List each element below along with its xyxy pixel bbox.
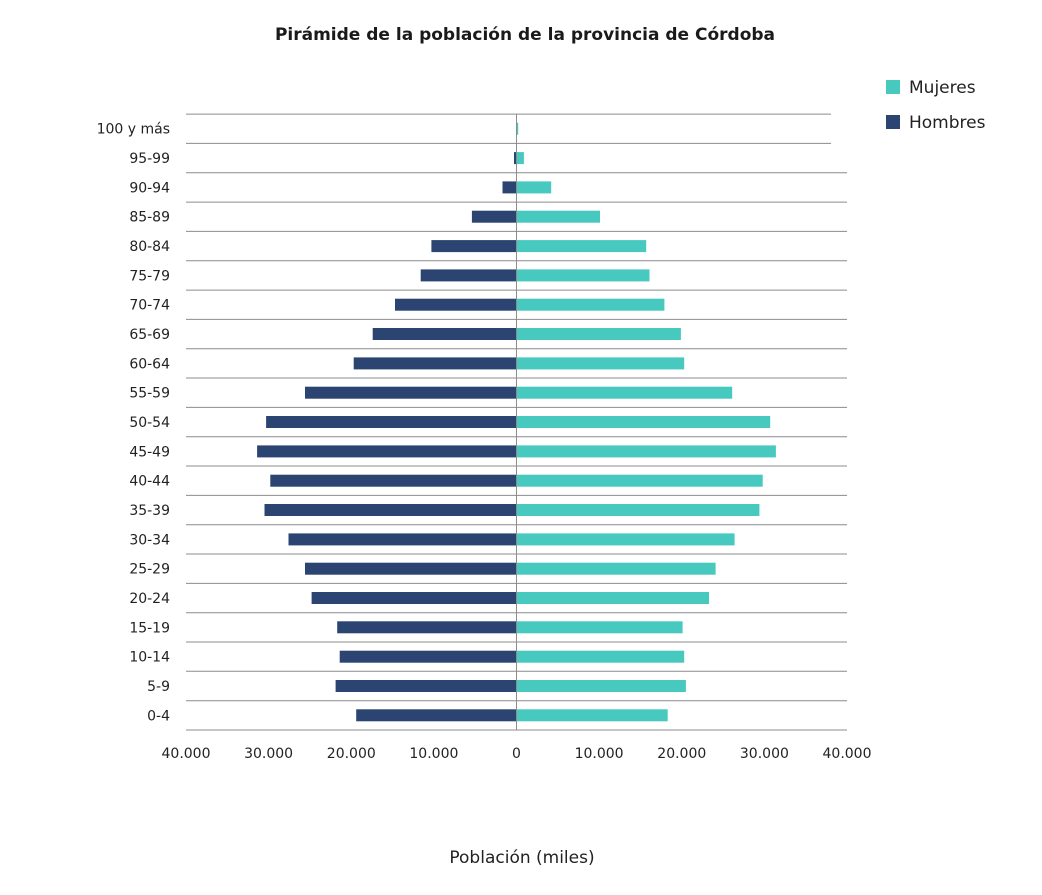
- bars-hombres: [257, 122, 517, 722]
- y-tick-label: 30-34: [129, 532, 170, 548]
- bar-hombres-45-49: [257, 445, 517, 458]
- x-tick-label: 10.000: [575, 746, 624, 762]
- legend-label-hombres: Hombres: [909, 113, 986, 133]
- y-axis-labels: 0-4 5-9 10-14 15-19 20-24 25-29 30-34 35-39 40-4…: [97, 122, 171, 725]
- bar-mujeres-60-64: [516, 357, 685, 370]
- bar-hombres-75-79: [420, 269, 517, 282]
- bar-mujeres-45-49: [516, 445, 776, 458]
- bars-mujeres: [516, 122, 776, 722]
- y-tick-label: 50-54: [129, 415, 170, 431]
- bar-mujeres-90-94: [516, 181, 552, 194]
- y-tick-label: 20-24: [129, 591, 170, 607]
- y-tick-label: 90-94: [129, 180, 170, 196]
- y-tick-label: 60-64: [129, 356, 170, 372]
- x-tick-label: 30.000: [244, 746, 293, 762]
- legend-label-mujeres: Mujeres: [909, 78, 976, 98]
- bar-hombres-10-14: [339, 650, 517, 663]
- bar-hombres-70-74: [395, 298, 517, 311]
- legend: Mujeres Hombres: [886, 78, 986, 133]
- x-axis-labels: 40.000 30.000 20.000 10.000 0 10.000 20.000 30.…: [162, 746, 872, 762]
- bar-mujeres-25-29: [516, 562, 716, 575]
- y-tick-label: 40-44: [129, 474, 170, 490]
- bar-mujeres-10-14: [516, 650, 685, 663]
- bar-mujeres-70-74: [516, 298, 665, 311]
- bar-hombres-35-39: [264, 504, 517, 516]
- bar-mujeres-95-99: [516, 152, 524, 165]
- x-tick-label: 40.000: [162, 746, 211, 762]
- bar-mujeres-15-19: [516, 621, 683, 634]
- bar-mujeres-85-89: [516, 210, 600, 223]
- y-tick-label: 70-74: [129, 298, 170, 314]
- x-tick-label: 20.000: [657, 746, 706, 762]
- bar-mujeres-30-34: [516, 533, 735, 546]
- bar-mujeres-20-24: [516, 592, 709, 604]
- bar-mujeres-80-84: [516, 240, 647, 253]
- y-tick-label: 5-9: [147, 679, 170, 695]
- bar-mujeres-100-y-ms: [516, 122, 519, 135]
- bar-hombres-60-64: [353, 357, 517, 370]
- chart-title: Pirámide de la población de la provincia…: [275, 25, 775, 45]
- bar-hombres-30-34: [288, 533, 517, 546]
- x-tick-label: 20.000: [327, 746, 376, 762]
- legend-swatch-hombres: [886, 115, 900, 129]
- bar-hombres-15-19: [337, 621, 517, 634]
- bar-mujeres-5-9: [516, 680, 686, 692]
- bar-mujeres-40-44: [516, 474, 763, 487]
- y-tick-label: 35-39: [129, 503, 170, 519]
- bar-hombres-40-44: [270, 474, 517, 487]
- y-tick-label: 75-79: [129, 268, 170, 284]
- x-tick-label: 0: [512, 746, 521, 762]
- x-tick-label: 40.000: [823, 746, 872, 762]
- y-tick-label: 100 y más: [97, 122, 170, 138]
- bar-mujeres-35-39: [516, 504, 760, 516]
- bar-mujeres-75-79: [516, 269, 650, 282]
- bar-mujeres-0-4: [516, 709, 668, 722]
- bar-hombres-50-54: [266, 416, 517, 428]
- bar-mujeres-55-59: [516, 386, 733, 399]
- y-tick-label: 95-99: [129, 151, 170, 167]
- bar-hombres-5-9: [335, 680, 517, 692]
- x-tick-label: 30.000: [740, 746, 789, 762]
- y-tick-label: 85-89: [129, 210, 170, 226]
- bar-hombres-65-69: [372, 328, 517, 340]
- y-tick-label: 45-49: [129, 444, 170, 460]
- bar-hombres-0-4: [356, 709, 517, 722]
- bar-hombres-95-99: [514, 152, 517, 165]
- bar-hombres-90-94: [502, 181, 517, 194]
- y-tick-label: 25-29: [129, 562, 170, 578]
- y-tick-label: 15-19: [129, 620, 170, 636]
- legend-swatch-mujeres: [886, 80, 900, 94]
- bar-hombres-85-89: [471, 210, 517, 223]
- legend-item-mujeres: Mujeres: [886, 78, 976, 98]
- bar-hombres-25-29: [305, 562, 517, 575]
- legend-item-hombres: Hombres: [886, 113, 986, 133]
- y-tick-label: 10-14: [129, 650, 170, 666]
- y-tick-label: 55-59: [129, 386, 170, 402]
- bar-hombres-80-84: [431, 240, 517, 253]
- bar-mujeres-65-69: [516, 328, 681, 340]
- bar-mujeres-50-54: [516, 416, 771, 428]
- x-axis-title: Población (miles): [449, 848, 594, 868]
- bar-hombres-20-24: [311, 592, 517, 604]
- bar-hombres-55-59: [305, 386, 517, 399]
- x-tick-label: 10.000: [409, 746, 458, 762]
- y-tick-label: 80-84: [129, 239, 170, 255]
- y-tick-label: 0-4: [147, 708, 170, 724]
- y-tick-label: 65-69: [129, 327, 170, 343]
